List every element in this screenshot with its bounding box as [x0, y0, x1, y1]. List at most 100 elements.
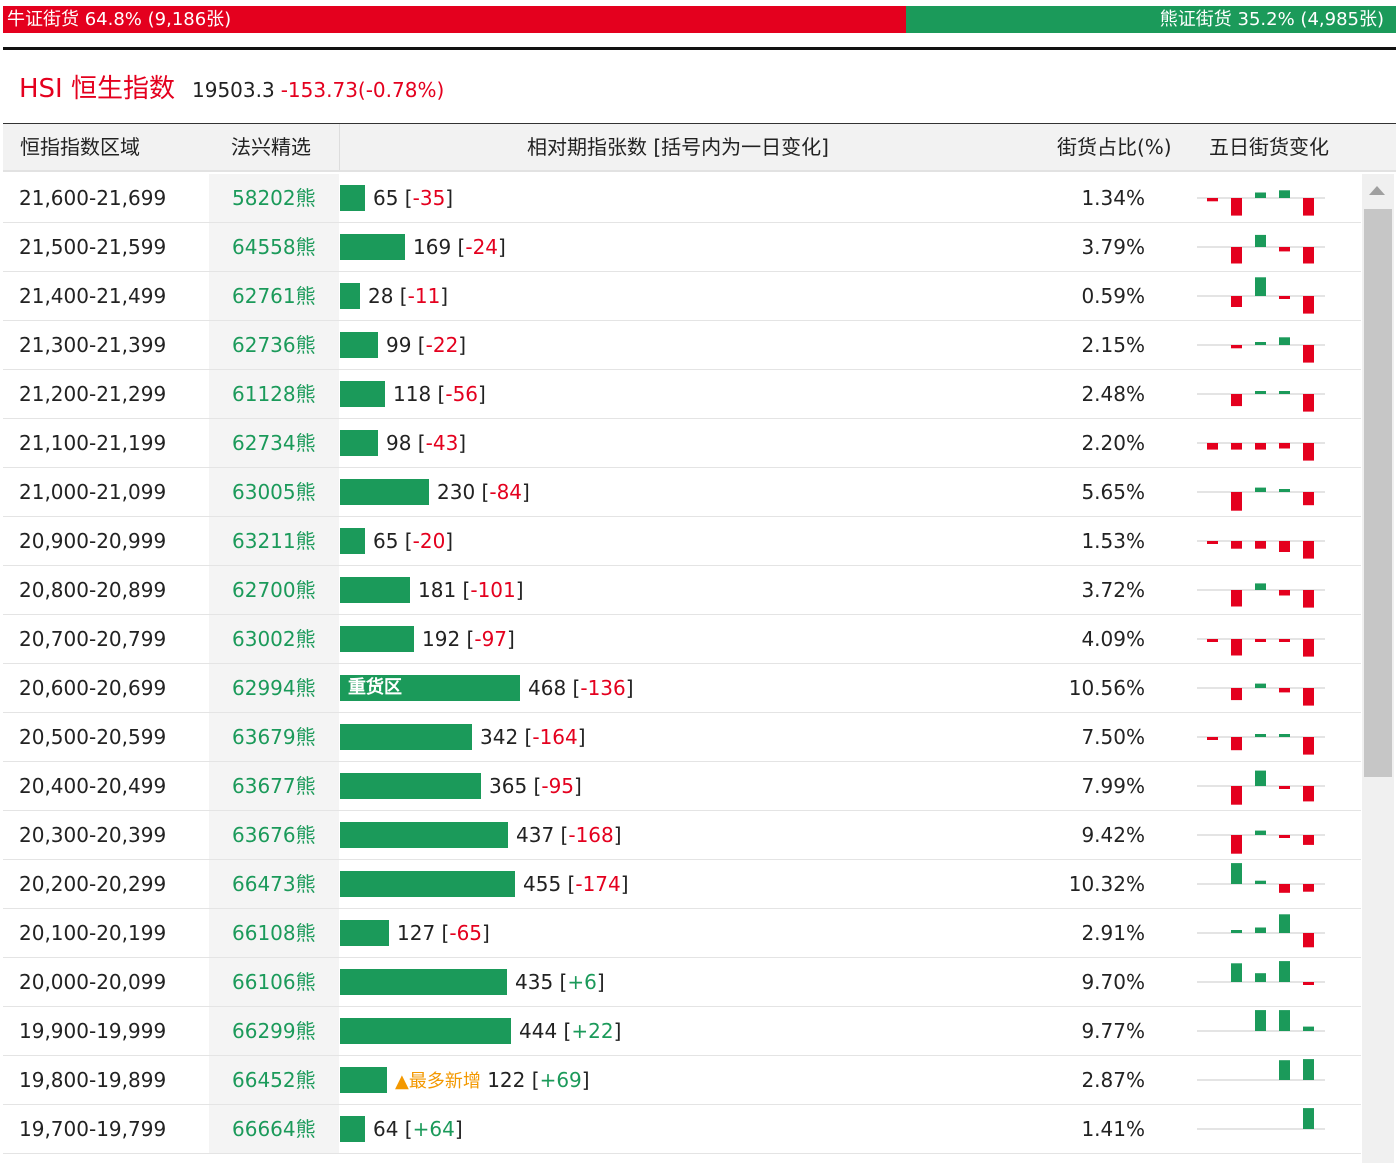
row-count-change: -43	[425, 431, 459, 455]
sparkline-bar	[1279, 590, 1290, 596]
row-warrant-code[interactable]: 66473熊	[232, 872, 316, 896]
vertical-scrollbar[interactable]	[1362, 174, 1394, 1163]
five-day-sparkline	[1197, 391, 1325, 412]
triangle-up-icon[interactable]	[1369, 186, 1385, 195]
row-count-bar	[340, 283, 360, 309]
five-day-sparkline	[1197, 683, 1325, 706]
row-pick-cell	[209, 468, 339, 516]
row-count-cell: 65 [-35]	[340, 174, 1040, 222]
row-warrant-code[interactable]: 63676熊	[232, 823, 316, 847]
scrollbar-thumb[interactable]	[1364, 209, 1392, 777]
row-count-cell: 169 [-24]	[340, 223, 1040, 271]
row-count-change: -136	[580, 676, 626, 700]
row-warrant-code[interactable]: 66108熊	[232, 921, 316, 945]
row-pick-cell	[209, 517, 339, 565]
row-warrant-code[interactable]: 64558熊	[232, 235, 316, 259]
row-warrant-code[interactable]: 58202熊	[232, 186, 316, 210]
row-count-change: +69	[539, 1068, 582, 1092]
index-price: 19503.3	[192, 78, 275, 102]
row-warrant-code[interactable]: 66299熊	[232, 1019, 316, 1043]
five-day-sparkline	[1197, 961, 1325, 985]
row-warrant-code[interactable]: 62761熊	[232, 284, 316, 308]
row-count: 65	[373, 529, 399, 553]
row-count-cell: 127 [-65]	[340, 909, 1040, 957]
sparkline-bar	[1231, 688, 1242, 701]
row-count: 230	[437, 480, 476, 504]
row-count-bar: 重货区	[340, 675, 520, 701]
row-warrant-code[interactable]: 66106熊	[232, 970, 316, 994]
row-count-text: 230 [-84]	[437, 480, 530, 504]
sparkline-bar	[1231, 296, 1242, 307]
row-count-cell: 181 [-101]	[340, 566, 1040, 614]
row-warrant-code[interactable]: 63679熊	[232, 725, 316, 749]
row-warrant-code[interactable]: 61128熊	[232, 382, 316, 406]
row-count-text: 99 [-22]	[386, 333, 467, 357]
sparkline-bar	[1255, 234, 1266, 247]
row-count-text: 468 [-136]	[528, 676, 634, 700]
index-quote: HSI 恒生指数 19503.3 -153.73(-0.78%)	[19, 68, 444, 104]
header-five-day: 五日街货变化	[1209, 135, 1329, 159]
sparkline-bar	[1279, 190, 1290, 198]
sparkline-bar	[1279, 337, 1290, 345]
table-header: 恒指指数区域 法兴精选 相对期指张数 [括号内为一日变化] 街货占比(%) 五日…	[3, 124, 1396, 172]
header-range: 恒指指数区域	[20, 135, 140, 159]
row-count-change: -22	[425, 333, 459, 357]
sparkline-bar	[1255, 192, 1266, 198]
row-count-bar	[340, 724, 472, 750]
row-pick-cell	[209, 713, 339, 761]
table-row: 21,300-21,399 62736熊 99 [-22] 2.15%	[3, 321, 1361, 370]
five-day-sparkline	[1197, 1010, 1325, 1032]
sparkline-bar	[1279, 489, 1290, 492]
row-count: 455	[523, 872, 562, 896]
row-warrant-code[interactable]: 63211熊	[232, 529, 316, 553]
sparkline-bar	[1207, 541, 1218, 544]
row-count: 169	[413, 235, 452, 259]
row-warrant-code[interactable]: 62734熊	[232, 431, 316, 455]
bull-share-segment: 牛证街货 64.8% (9,186张)	[3, 6, 906, 33]
row-count-cell: 455 [-174]	[340, 860, 1040, 908]
sparkline-bar	[1279, 688, 1290, 693]
sparkline-bar	[1231, 963, 1242, 982]
row-count-change: -35	[412, 186, 446, 210]
row-warrant-code[interactable]: 66664熊	[232, 1117, 316, 1141]
sparkline-bar	[1279, 541, 1290, 552]
sparkline-bar	[1255, 734, 1266, 737]
sparkline-bar	[1279, 391, 1290, 394]
five-day-sparkline	[1197, 914, 1325, 948]
row-warrant-code[interactable]: 63002熊	[232, 627, 316, 651]
table-row: 19,800-19,899 66452熊 ▲最多新增 122 [+69] 2.87%	[3, 1056, 1361, 1105]
row-count-text: ▲最多新增 122 [+69]	[395, 1068, 590, 1092]
row-range: 20,000-20,099	[19, 970, 167, 994]
row-range: 20,900-20,999	[19, 529, 167, 553]
row-warrant-code[interactable]: 63005熊	[232, 480, 316, 504]
row-count: 444	[519, 1019, 558, 1043]
row-warrant-code[interactable]: 66452熊	[232, 1068, 316, 1092]
sparkline-bar	[1303, 541, 1314, 559]
row-count-text: 65 [-20]	[373, 529, 454, 553]
table-row: 21,400-21,499 62761熊 28 [-11] 0.59%	[3, 272, 1361, 321]
table-row: 20,700-20,799 63002熊 192 [-97] 4.09%	[3, 615, 1361, 664]
row-count-change: -56	[445, 382, 479, 406]
row-warrant-code[interactable]: 62736熊	[232, 333, 316, 357]
table-row: 21,200-21,299 61128熊 118 [-56] 2.48%	[3, 370, 1361, 419]
five-day-sparkline	[1197, 830, 1325, 854]
row-share: 2.91%	[1081, 921, 1145, 945]
row-count: 99	[386, 333, 412, 357]
row-share: 7.99%	[1081, 774, 1145, 798]
row-range: 19,700-19,799	[19, 1117, 167, 1141]
table-row: 20,900-20,999 63211熊 65 [-20] 1.53%	[3, 517, 1361, 566]
row-warrant-code[interactable]: 63677熊	[232, 774, 316, 798]
row-share: 1.34%	[1081, 186, 1145, 210]
sparkline-bar	[1303, 394, 1314, 412]
row-count-bar	[340, 332, 378, 358]
row-count-bar	[340, 577, 410, 603]
five-day-sparkline	[1197, 1108, 1325, 1130]
sparkline-bar	[1303, 737, 1314, 755]
row-warrant-code[interactable]: 62994熊	[232, 676, 316, 700]
sparkline-bar	[1255, 683, 1266, 688]
row-pick-cell	[209, 321, 339, 369]
index-name[interactable]: HSI 恒生指数	[19, 74, 175, 104]
row-warrant-code[interactable]: 62700熊	[232, 578, 316, 602]
table-row: 19,700-19,799 66664熊 64 [+64] 1.41%	[3, 1105, 1361, 1154]
sparkline-bar	[1303, 492, 1314, 506]
